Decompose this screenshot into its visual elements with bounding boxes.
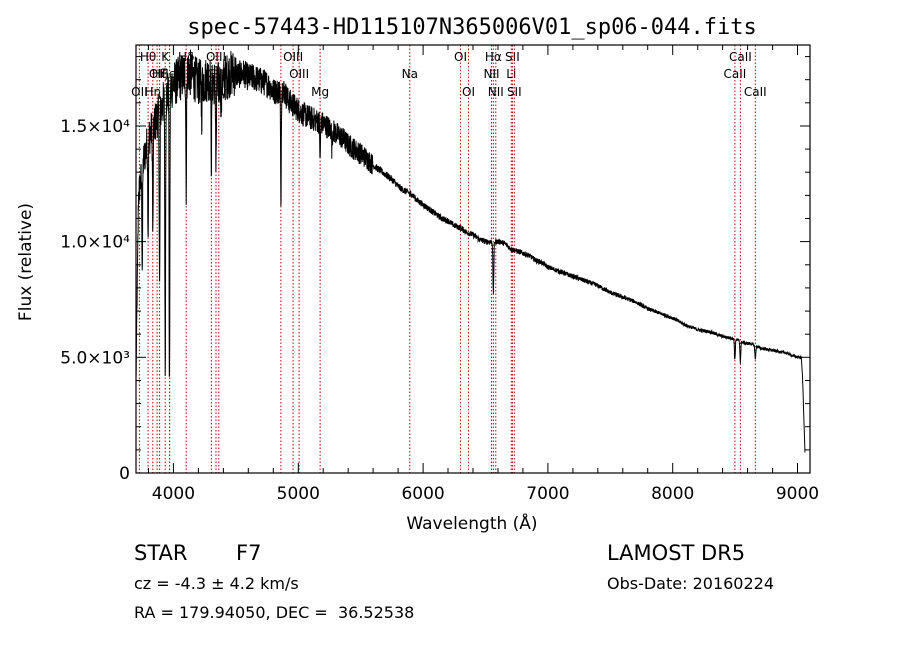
redshift-readout: cz = -4.3 ± 4.2 km/s	[134, 574, 299, 593]
coordinates: RA = 179.94050, DEC = 36.52538	[134, 603, 415, 622]
line-label-18: OI	[462, 85, 475, 99]
line-label-24: SII	[507, 85, 522, 99]
x-axis-label: Wavelength (Å)	[406, 512, 537, 534]
obs-date: Obs-Date: 20160224	[607, 574, 775, 593]
line-label-16: Na	[402, 67, 418, 81]
line-label-9: G	[207, 67, 216, 81]
line-label-5: K	[161, 50, 170, 64]
object-type: STAR	[134, 541, 188, 565]
spectrum-line	[135, 49, 806, 453]
line-label-20: Hα	[485, 50, 502, 64]
line-label-14: OIII	[289, 67, 309, 81]
plot-frame	[135, 44, 811, 474]
y-axis-label: Flux (relative)	[16, 203, 36, 321]
chart-title: spec-57443-HD115107N365006V01_sp06-044.f…	[187, 15, 757, 40]
line-label-17: OI	[454, 50, 467, 64]
line-label-27: CaII	[744, 85, 767, 99]
x-tick-label-3: 7000	[526, 484, 569, 504]
line-label-25: CaII	[723, 67, 746, 81]
line-label-3: OII	[149, 67, 166, 81]
line-label-26: CaII	[729, 50, 752, 64]
line-label-23: SII	[505, 50, 520, 64]
y-tick-label-1: 5.0×10³	[60, 348, 130, 368]
line-label-0: OII	[131, 85, 148, 99]
line-label-10: OIII	[206, 50, 226, 64]
y-tick-label-3: 1.5×10⁴	[60, 117, 130, 137]
x-tick-label-0: 4000	[152, 484, 195, 504]
line-label-21: NII	[488, 85, 504, 99]
survey-name: LAMOST DR5	[607, 541, 746, 565]
x-tick-label-5: 9000	[776, 484, 819, 504]
x-tick-label-2: 6000	[401, 484, 444, 504]
x-tick-label-4: 8000	[651, 484, 694, 504]
y-tick-label-0: 0	[119, 464, 130, 484]
y-tick-label-2: 1.0×10⁴	[60, 233, 130, 253]
line-label-15: Mg	[311, 85, 329, 99]
spectral-subclass: F7	[236, 541, 262, 565]
line-label-22: Li	[506, 67, 516, 81]
line-label-19: NII	[483, 67, 499, 81]
line-label-4: Hζ	[152, 67, 168, 81]
line-label-1: Hθ	[140, 50, 156, 64]
x-tick-label-1: 5000	[277, 484, 320, 504]
line-label-7: H	[165, 85, 174, 99]
line-label-13: OIII	[283, 50, 303, 64]
